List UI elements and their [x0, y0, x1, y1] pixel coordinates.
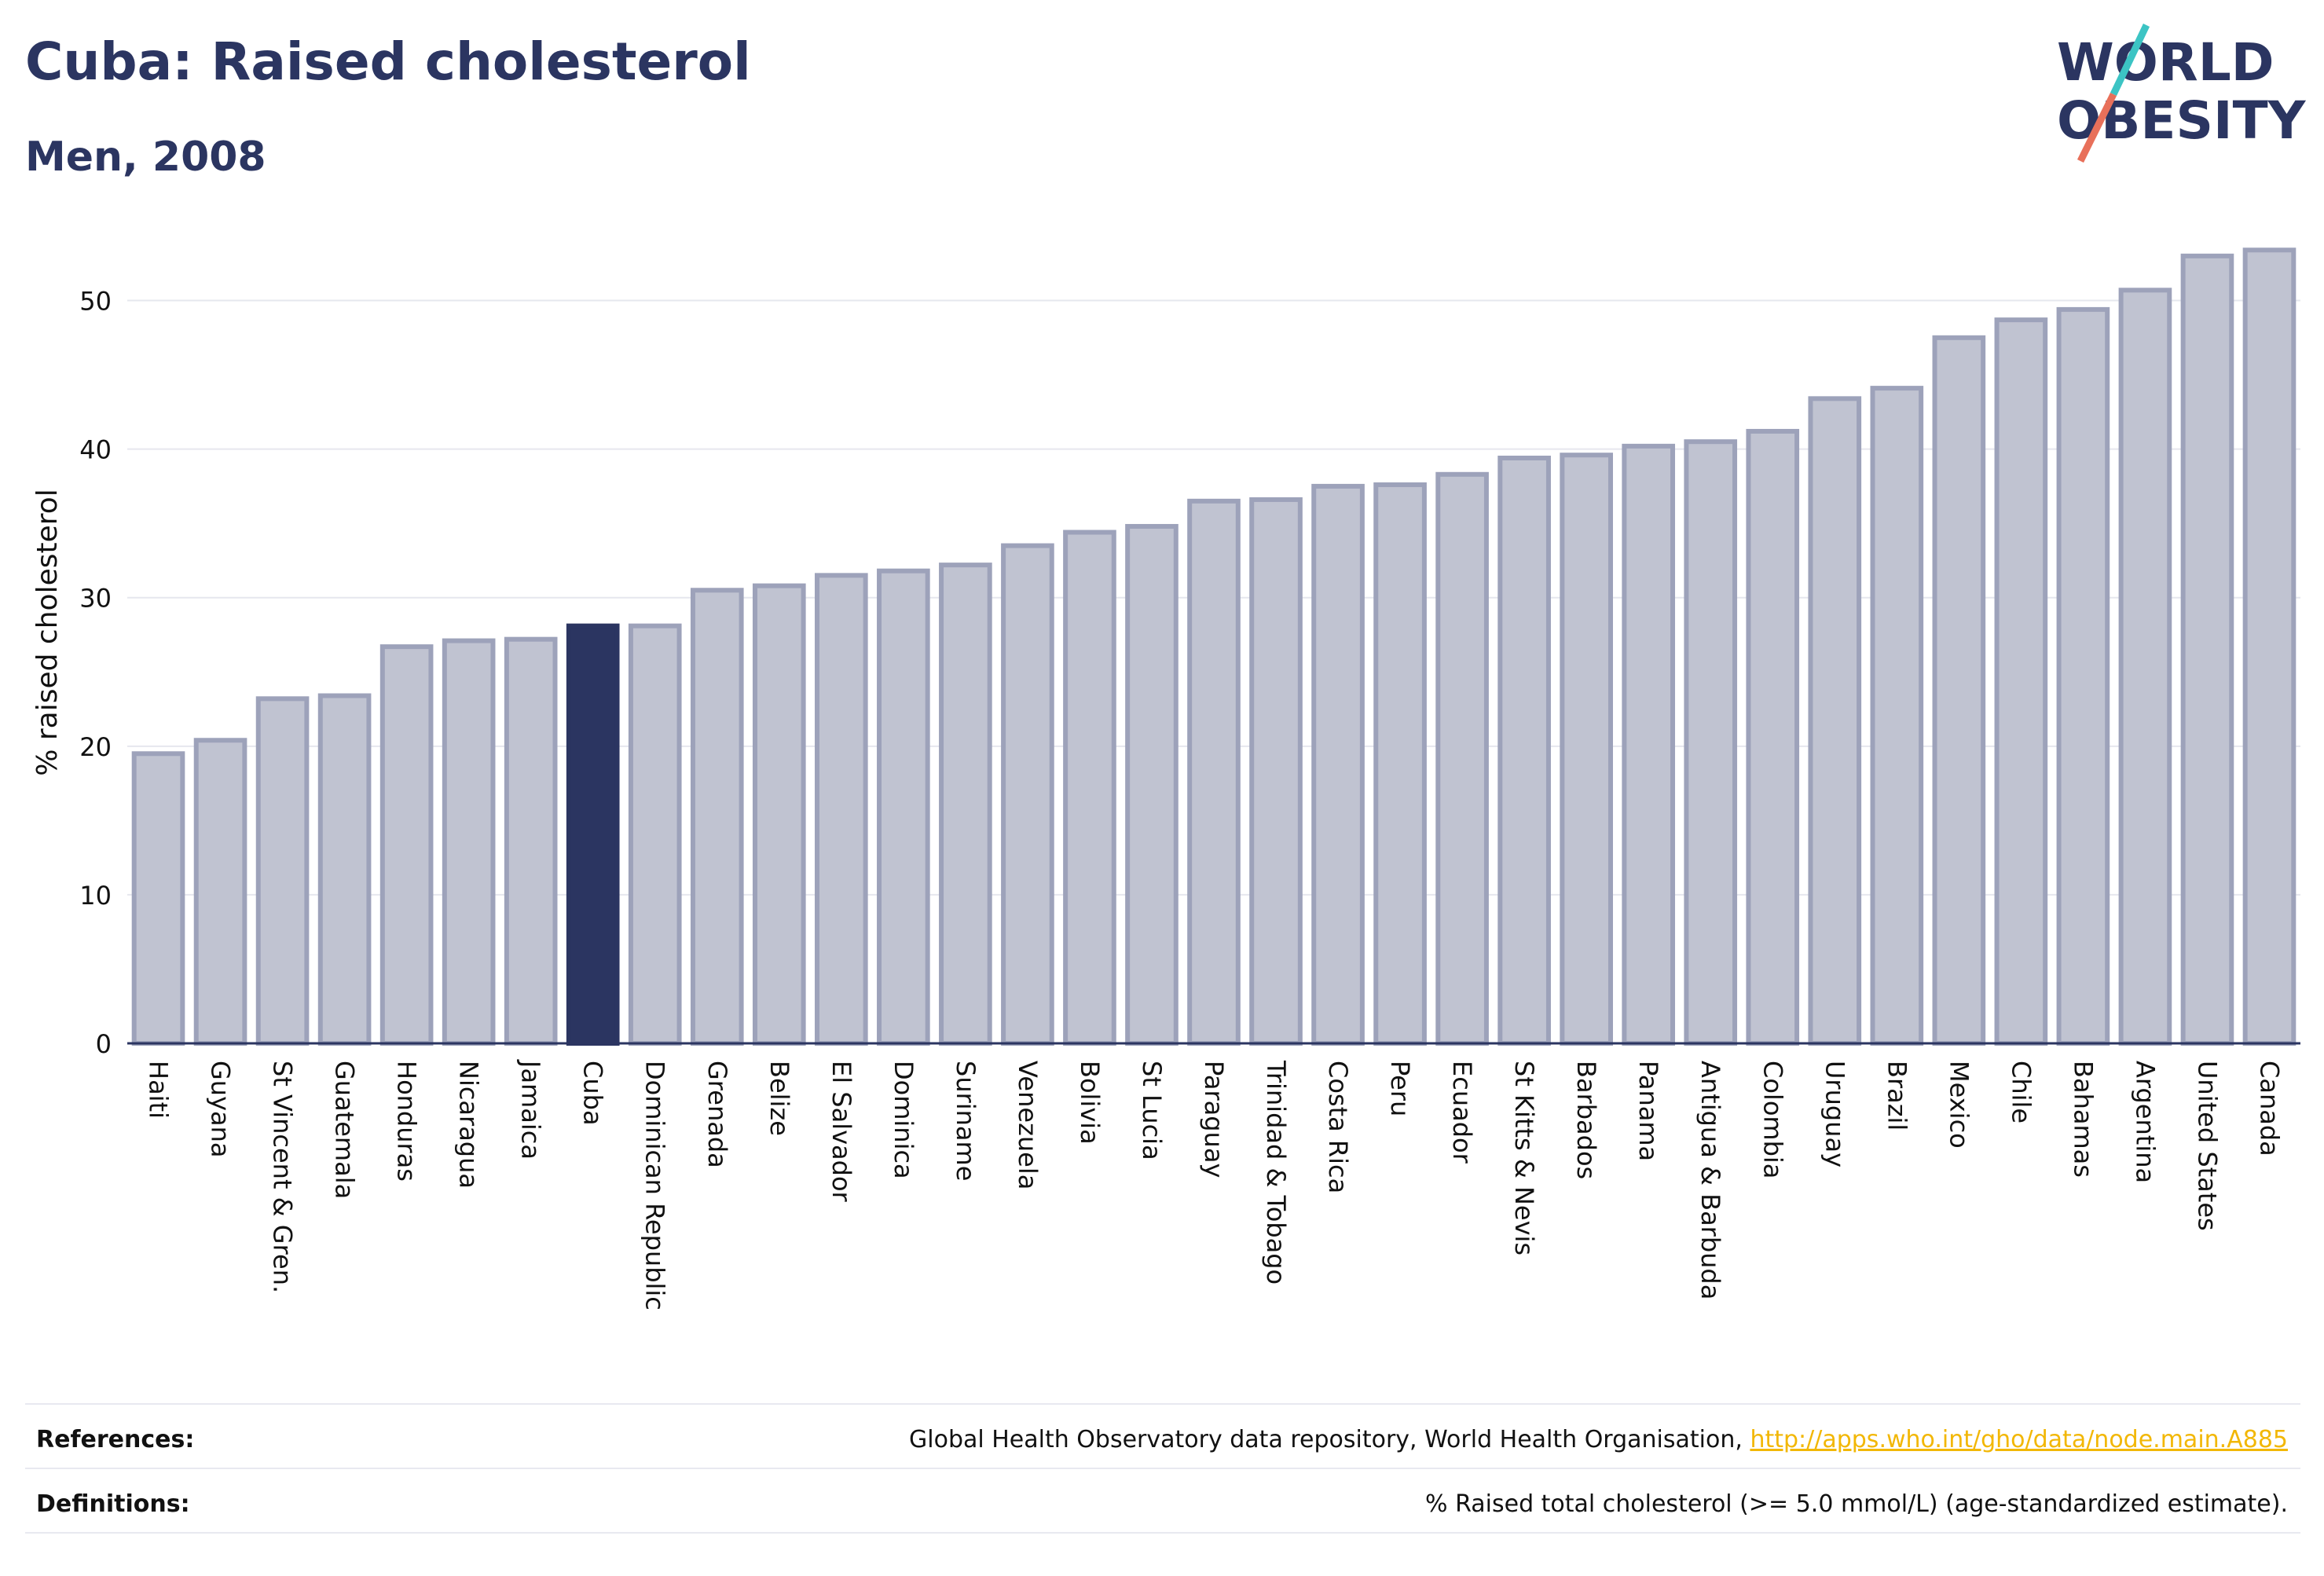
x-tick-label: Grenada — [702, 1061, 732, 1168]
world-obesity-logo: WORLD OBESITY — [2057, 24, 2307, 163]
axes: 0 10 20 30 40 50 Haiti Guyana St Vincent & Gren.… — [79, 287, 2300, 1310]
x-tick-label: Bahamas — [2068, 1061, 2098, 1178]
bar-chile — [1994, 317, 2048, 1046]
x-tick-label: Suriname — [951, 1061, 981, 1181]
x-tick-label: Guatemala — [330, 1061, 360, 1199]
bar-panama — [1622, 443, 1676, 1046]
bar-colombia — [1746, 428, 1800, 1046]
bar-trinidad-tobago — [1249, 497, 1303, 1046]
x-tick-label: Jamaica — [516, 1059, 546, 1160]
footer-divider-middle — [25, 1468, 2300, 1469]
y-tick-label: 40 — [79, 435, 112, 465]
x-tick-label: Costa Rica — [1323, 1061, 1353, 1193]
x-tick-label: Belize — [764, 1061, 794, 1136]
x-tick-label: Paraguay — [1199, 1061, 1229, 1178]
bar-suriname — [939, 563, 992, 1046]
bar-brazil — [1870, 386, 1924, 1046]
x-tick-label: Antigua & Barbuda — [1695, 1061, 1725, 1299]
bar-nicaragua — [442, 638, 496, 1046]
footer-divider-bottom — [25, 1532, 2300, 1534]
x-tick-label: Haiti — [144, 1061, 174, 1119]
x-tick-label: Bolivia — [1075, 1061, 1105, 1145]
bar-dominica — [877, 568, 930, 1046]
bar-grenada — [690, 588, 744, 1046]
bar-venezuela — [1001, 543, 1054, 1046]
bar-ecuador — [1435, 471, 1489, 1046]
bar-mexico — [1932, 335, 1986, 1046]
page-title: Cuba: Raised cholesterol — [25, 31, 751, 92]
x-tick-label: Venezuela — [1013, 1061, 1043, 1189]
definitions-text: % Raised total cholesterol (>= 5.0 mmol/… — [1425, 1490, 2288, 1518]
y-tick-label: 50 — [79, 287, 112, 317]
bar-st-vincent-gren- — [255, 696, 310, 1046]
y-tick-label: 0 — [96, 1029, 112, 1059]
references-source: Global Health Observatory data repositor… — [909, 1426, 1750, 1453]
x-tick-label: Canada — [2254, 1061, 2284, 1156]
x-tick-label: Mexico — [1944, 1061, 1974, 1149]
bar-peru — [1373, 482, 1427, 1046]
x-tick-label: El Salvador — [827, 1061, 856, 1203]
bar-honduras — [379, 644, 434, 1046]
bar-belize — [752, 583, 806, 1046]
footer-divider-top — [25, 1403, 2300, 1405]
bar-barbados — [1560, 453, 1613, 1046]
x-tick-label: Cuba — [578, 1061, 608, 1126]
bar-guatemala — [317, 693, 372, 1046]
bar-uruguay — [1808, 396, 1862, 1046]
definitions-label: Definitions: — [36, 1490, 190, 1518]
references-text: Global Health Observatory data repositor… — [909, 1426, 2288, 1453]
bar-haiti — [131, 751, 185, 1046]
x-tick-label: Colombia — [1758, 1061, 1787, 1178]
references-link[interactable]: http://apps.who.int/gho/data/node.main.A… — [1750, 1426, 2288, 1453]
x-tick-label: Brazil — [1882, 1061, 1912, 1131]
x-tick-label: Panama — [1633, 1061, 1663, 1161]
y-axis-label: % raised cholesterol — [31, 489, 64, 776]
x-tick-label: St Vincent & Gren. — [268, 1061, 298, 1293]
y-tick-label: 20 — [79, 732, 112, 762]
x-tick-label: Chile — [2006, 1061, 2036, 1123]
bar-paraguay — [1187, 498, 1241, 1046]
bar-argentina — [2118, 288, 2172, 1046]
x-tick-label: St Lucia — [1137, 1061, 1167, 1160]
x-tick-label: Ecuador — [1447, 1061, 1477, 1164]
bar-st-lucia — [1125, 523, 1178, 1046]
bar-costa-rica — [1311, 483, 1365, 1046]
bar-bolivia — [1063, 530, 1116, 1046]
bar-guyana — [193, 738, 247, 1046]
bars — [131, 247, 2297, 1046]
logo-line1: WORLD — [2057, 32, 2275, 93]
x-tick-label: Dominica — [889, 1061, 918, 1179]
bar-st-kitts-nevis — [1497, 455, 1551, 1046]
bar-bahamas — [2056, 306, 2110, 1046]
x-tick-label: Argentina — [2130, 1061, 2160, 1183]
page-subtitle: Men, 2008 — [25, 134, 266, 181]
x-tick-label: Dominican Republic — [640, 1061, 670, 1310]
bar-dominican-republic — [628, 623, 682, 1046]
bar-antigua-barbuda — [1684, 439, 1738, 1046]
x-tick-label: Barbados — [1571, 1061, 1601, 1179]
x-tick-label: Guyana — [206, 1061, 236, 1158]
x-tick-label: St Kitts & Nevis — [1509, 1061, 1539, 1255]
bar-united-states — [2180, 253, 2234, 1046]
logo-slash-top-icon — [2110, 24, 2150, 96]
y-tick-label: 30 — [79, 584, 112, 614]
bar-el-salvador — [815, 573, 868, 1046]
references-label: References: — [36, 1426, 195, 1453]
x-tick-label: Trinidad & Tobago — [1261, 1060, 1291, 1285]
x-tick-label: Honduras — [392, 1061, 422, 1182]
y-tick-label: 10 — [79, 881, 112, 911]
bar-chart: 0 10 20 30 40 50 Haiti Guyana St Vincent & Gren.… — [31, 247, 2300, 1310]
bar-cuba — [566, 623, 620, 1046]
x-tick-label: Peru — [1385, 1061, 1415, 1116]
bar-canada — [2242, 247, 2297, 1046]
x-tick-label: Nicaragua — [454, 1061, 484, 1189]
bar-jamaica — [504, 636, 558, 1046]
x-tick-label: Uruguay — [1820, 1061, 1849, 1167]
logo-slash-bottom-icon — [2077, 93, 2117, 163]
x-tick-label: United States — [2192, 1061, 2222, 1231]
